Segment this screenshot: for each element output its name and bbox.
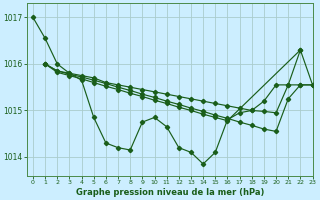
X-axis label: Graphe pression niveau de la mer (hPa): Graphe pression niveau de la mer (hPa)	[76, 188, 264, 197]
